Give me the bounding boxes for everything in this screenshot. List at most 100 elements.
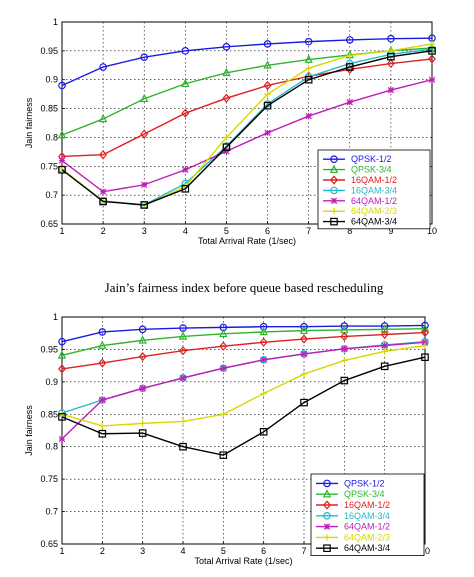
legend-marker bbox=[330, 208, 338, 215]
data-point bbox=[99, 396, 106, 404]
series-QPSK-3/4 bbox=[57, 323, 430, 359]
y-tick-label: 0.75 bbox=[40, 474, 58, 484]
legend-marker bbox=[330, 155, 338, 164]
legend-marker bbox=[323, 511, 331, 520]
data-point bbox=[420, 323, 430, 332]
x-tick-label: 10 bbox=[420, 546, 430, 556]
legend-entry: QPSK-1/2 bbox=[344, 478, 385, 488]
data-point bbox=[387, 52, 395, 61]
data-point bbox=[138, 384, 147, 393]
series-QPSK-1/2 bbox=[58, 321, 429, 346]
x-tick-label: 7 bbox=[301, 546, 306, 556]
data-point bbox=[179, 374, 187, 382]
legend-entry: 64QAM-3/4 bbox=[344, 543, 390, 553]
data-point bbox=[98, 340, 107, 349]
x-tick-label: 2 bbox=[101, 226, 106, 236]
series-line bbox=[61, 50, 433, 206]
x-tick-label: 4 bbox=[183, 226, 188, 236]
data-point bbox=[421, 339, 429, 346]
data-point bbox=[380, 324, 389, 333]
legend-entry: QPSK-1/2 bbox=[351, 154, 392, 164]
data-point bbox=[139, 420, 146, 427]
y-tick-label: 0.7 bbox=[45, 190, 58, 200]
x-tick-label: 5 bbox=[221, 546, 226, 556]
y-tick-label: 1 bbox=[53, 312, 58, 322]
data-point bbox=[428, 40, 436, 48]
data-point bbox=[182, 166, 189, 173]
legend-marker bbox=[323, 534, 331, 541]
data-point bbox=[340, 331, 349, 342]
series-64QAM-3/4 bbox=[58, 47, 436, 209]
x-axis-label: Total Arrival Rate (1/sec) bbox=[194, 556, 292, 566]
x-tick-label: 9 bbox=[388, 226, 393, 236]
data-point bbox=[299, 325, 309, 334]
data-point bbox=[428, 47, 436, 55]
legend-marker bbox=[322, 489, 332, 498]
data-point bbox=[138, 351, 147, 362]
data-point bbox=[304, 54, 313, 63]
data-point bbox=[98, 396, 107, 404]
data-point bbox=[300, 350, 308, 358]
legend-entry: 64QAM-1/2 bbox=[344, 522, 390, 532]
data-point bbox=[57, 350, 67, 359]
legend-entry: 16QAM-3/4 bbox=[351, 185, 397, 195]
data-point bbox=[300, 334, 308, 344]
data-point bbox=[305, 112, 312, 120]
series-line bbox=[61, 58, 433, 158]
data-point bbox=[58, 337, 66, 346]
data-point bbox=[181, 108, 190, 118]
legend-entry: 16QAM-1/2 bbox=[351, 175, 397, 185]
data-point bbox=[58, 157, 66, 164]
data-point bbox=[340, 376, 349, 385]
data-point bbox=[428, 76, 436, 83]
series-line bbox=[61, 331, 426, 370]
data-point bbox=[380, 329, 389, 340]
data-point bbox=[346, 52, 353, 59]
plot-frame bbox=[61, 21, 433, 225]
data-point bbox=[223, 148, 230, 155]
data-point bbox=[219, 328, 228, 338]
data-point bbox=[179, 442, 187, 451]
plot-frame bbox=[61, 316, 426, 545]
data-point bbox=[263, 80, 272, 91]
data-point bbox=[345, 36, 354, 44]
y-tick-label: 0.85 bbox=[40, 104, 58, 114]
data-point bbox=[58, 435, 66, 443]
data-point bbox=[140, 201, 149, 209]
data-point bbox=[138, 429, 147, 437]
data-point bbox=[181, 184, 190, 193]
data-point bbox=[264, 90, 271, 98]
series-line bbox=[61, 37, 433, 87]
data-point bbox=[259, 427, 268, 436]
data-point bbox=[381, 348, 388, 355]
data-point bbox=[98, 429, 107, 438]
series-line bbox=[61, 327, 426, 356]
data-point bbox=[222, 143, 231, 152]
data-point bbox=[181, 47, 190, 55]
data-point bbox=[140, 129, 149, 139]
y-tick-label: 0.7 bbox=[45, 507, 58, 517]
data-point bbox=[179, 374, 187, 382]
legend-marker bbox=[323, 500, 331, 510]
y-tick-label: 0.65 bbox=[40, 219, 58, 229]
x-tick-label: 7 bbox=[306, 226, 311, 236]
y-tick-label: 0.8 bbox=[45, 442, 58, 452]
x-tick-label: 3 bbox=[140, 546, 145, 556]
series-line bbox=[61, 324, 426, 343]
data-point bbox=[99, 150, 108, 160]
x-tick-label: 2 bbox=[100, 546, 105, 556]
data-point bbox=[304, 75, 313, 84]
legend-entry: QPSK-3/4 bbox=[351, 165, 392, 175]
data-point bbox=[222, 43, 231, 51]
series-line bbox=[61, 344, 426, 427]
data-point bbox=[421, 327, 429, 338]
data-point bbox=[98, 113, 108, 123]
data-point bbox=[58, 364, 66, 374]
y-tick-label: 0.95 bbox=[40, 344, 58, 354]
data-point bbox=[140, 181, 148, 188]
series-16QAM-1/2 bbox=[58, 327, 429, 374]
y-tick-label: 0.8 bbox=[45, 132, 58, 142]
legend-box bbox=[310, 473, 425, 556]
data-point bbox=[58, 165, 66, 174]
data-point bbox=[138, 325, 147, 334]
